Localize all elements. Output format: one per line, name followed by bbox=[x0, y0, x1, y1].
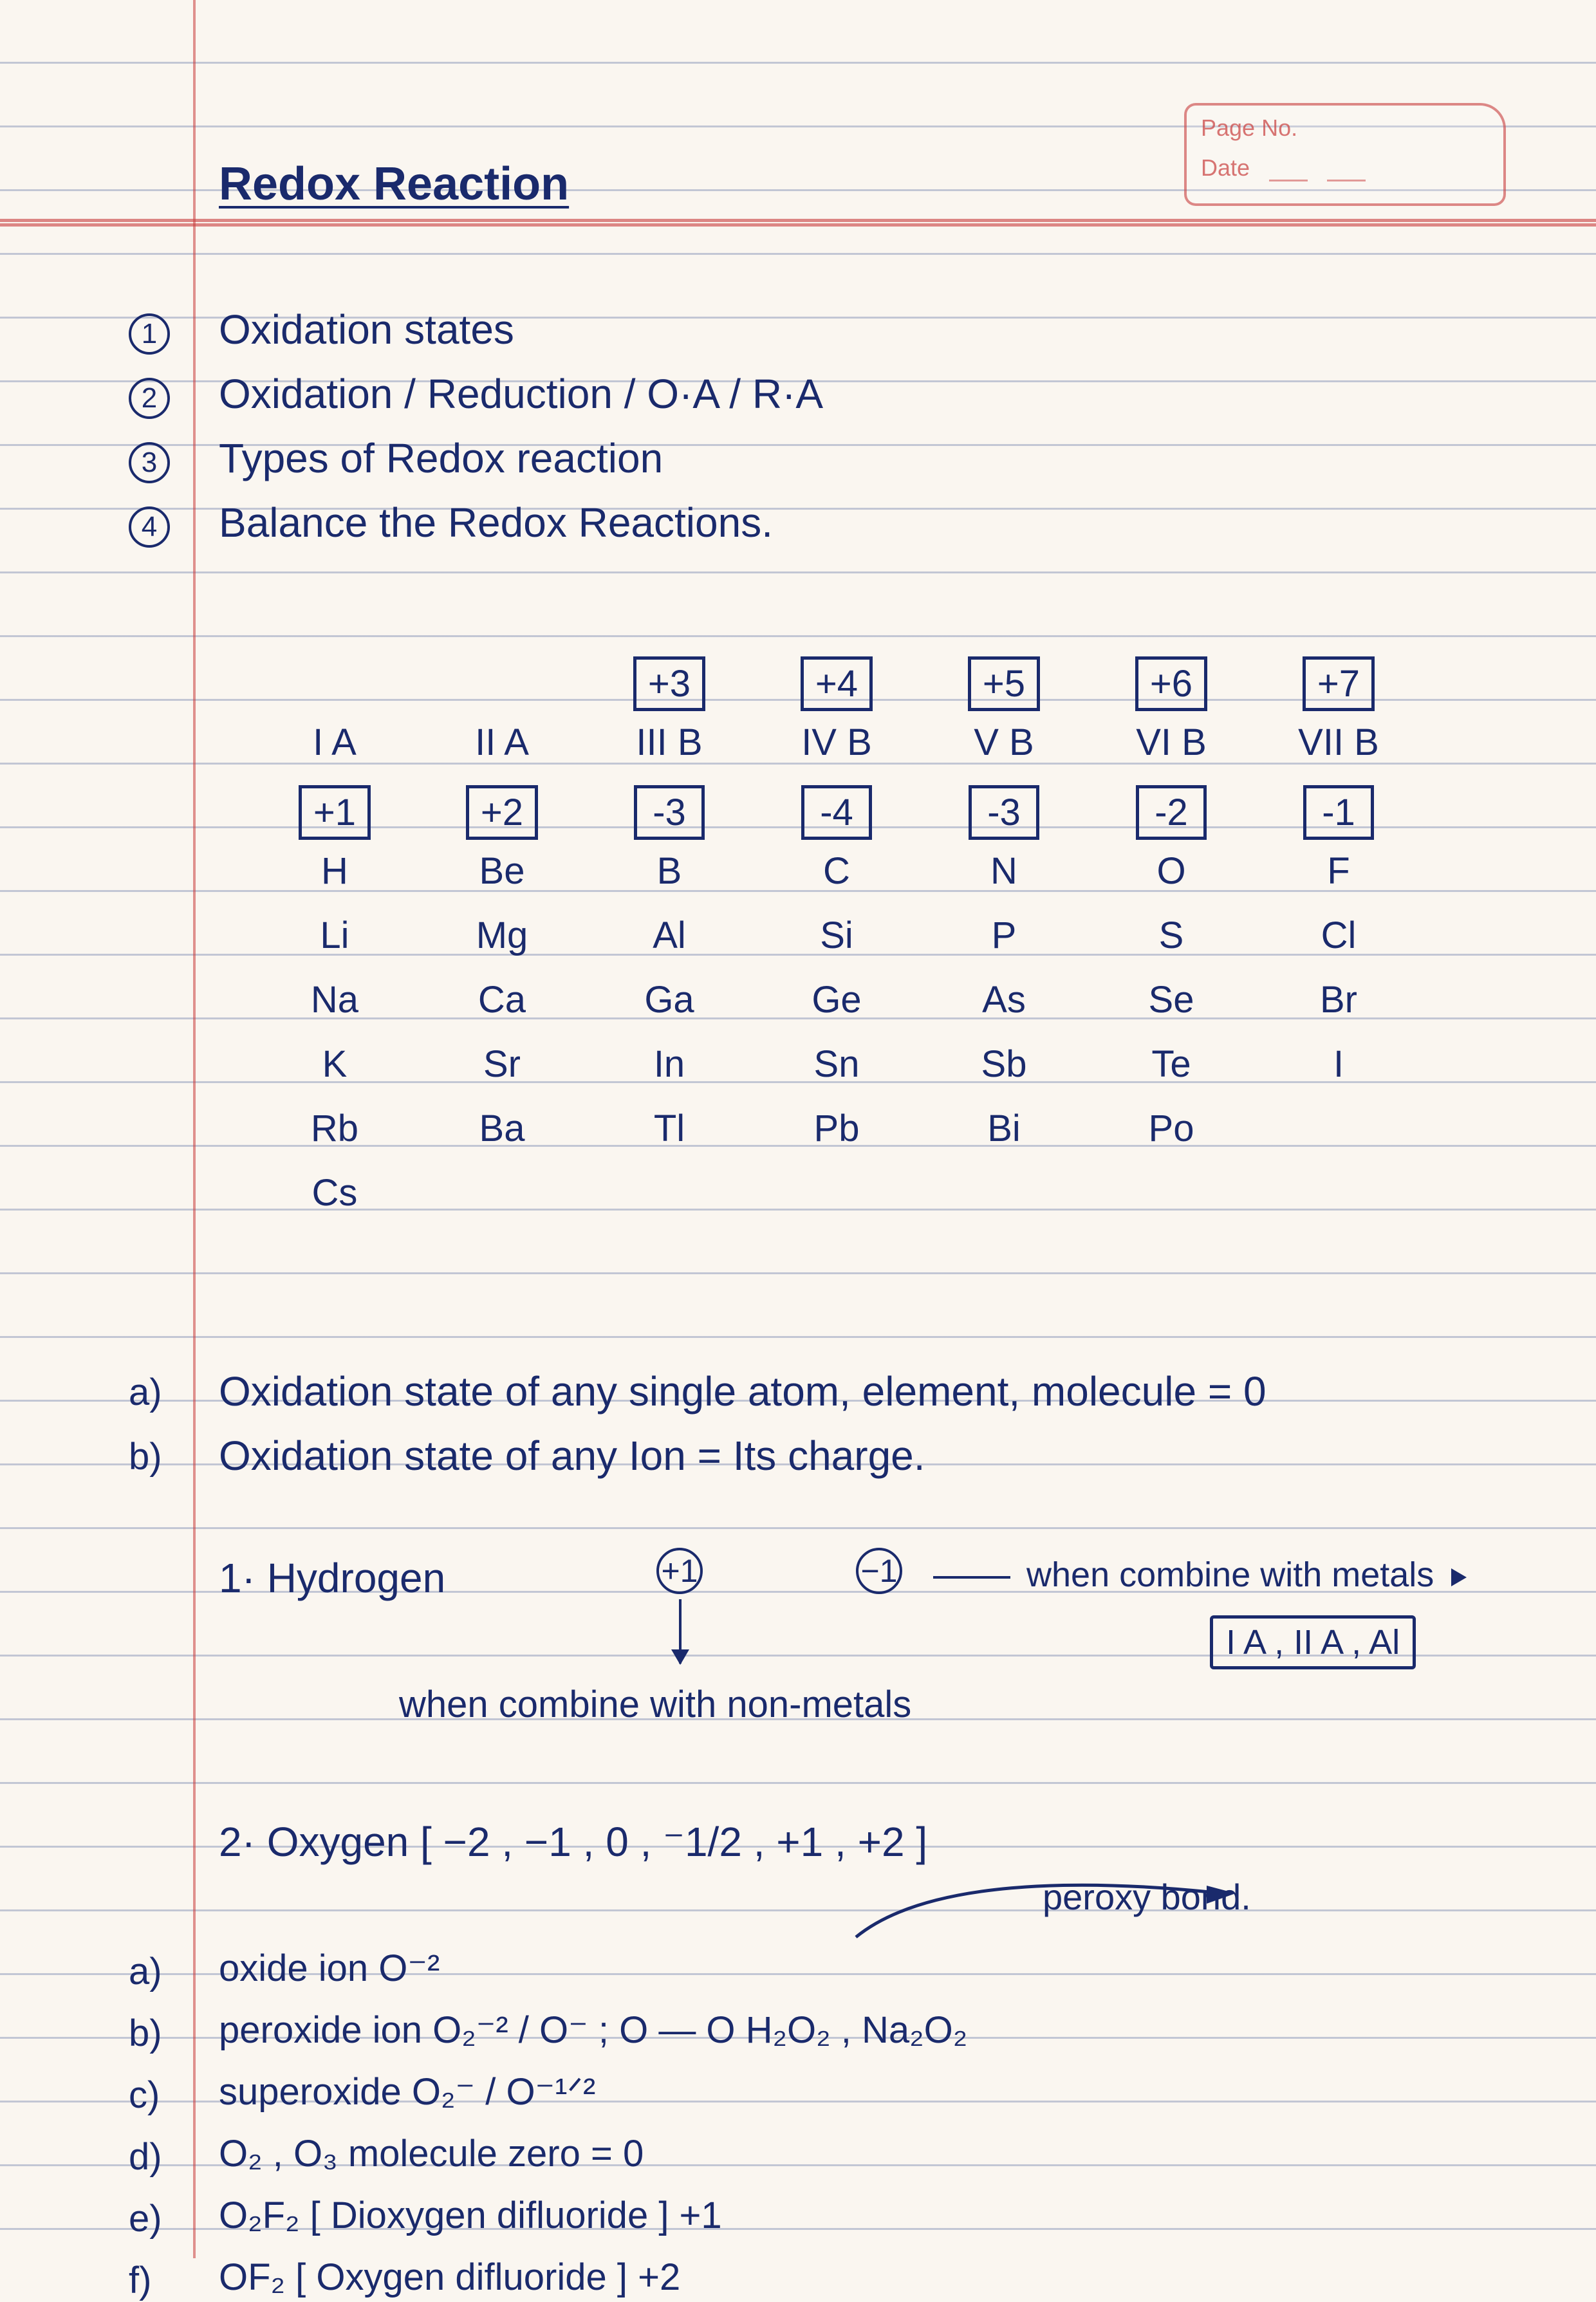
grid-cell: B bbox=[605, 849, 734, 893]
rule-b: Oxidation state of any Ion = Its charge. bbox=[219, 1435, 1545, 1476]
list-marker: e) bbox=[129, 2197, 162, 2240]
page-title: Redox Reaction bbox=[219, 161, 1545, 207]
grid-cell: II A bbox=[438, 721, 566, 764]
grid-cell: F bbox=[1274, 849, 1403, 893]
peroxy-label: peroxy bond. bbox=[1043, 1879, 1545, 1915]
grid-cell: K bbox=[270, 1043, 399, 1086]
oxygen-item: superoxide O₂⁻ / O⁻¹ᐟ² bbox=[219, 2074, 1545, 2111]
oxygen-item: O₂ , O₃ molecule zero = 0 bbox=[219, 2135, 1545, 2173]
grid-cell-boxed: +1 bbox=[270, 785, 399, 840]
grid-cell-boxed: +3 bbox=[605, 656, 734, 711]
grid-cell: H bbox=[270, 849, 399, 893]
list-marker: a) bbox=[129, 1950, 162, 1993]
hydrogen-plus1: +1 bbox=[656, 1548, 703, 1594]
grid-cell-boxed: -4 bbox=[772, 785, 901, 840]
grid-cell: Rb bbox=[270, 1107, 399, 1150]
grid-cell-boxed: -2 bbox=[1107, 785, 1236, 840]
grid-cell: O bbox=[1107, 849, 1236, 893]
grid-cell: Li bbox=[270, 914, 399, 957]
grid-cell: Tl bbox=[605, 1107, 734, 1150]
grid-cell: Ga bbox=[605, 978, 734, 1021]
grid-cell: Ge bbox=[772, 978, 901, 1021]
grid-cell: As bbox=[940, 978, 1068, 1021]
arrow-down-icon bbox=[679, 1599, 682, 1664]
grid-cell-boxed: +5 bbox=[940, 656, 1068, 711]
grid-cell-boxed: +4 bbox=[772, 656, 901, 711]
grid-cell-boxed: +2 bbox=[438, 785, 566, 840]
grid-cell: Cl bbox=[1274, 914, 1403, 957]
grid-cell: Mg bbox=[438, 914, 566, 957]
list-marker: 1 bbox=[129, 309, 170, 355]
list-marker: a) bbox=[129, 1371, 162, 1414]
page-content: Redox Reaction 1 Oxidation states 2 Oxidati… bbox=[0, 0, 1596, 2258]
grid-cell: III B bbox=[605, 721, 734, 764]
grid-cell: Te bbox=[1107, 1043, 1236, 1086]
grid-cell: Bi bbox=[940, 1107, 1068, 1150]
hydrogen-plus-note: when combine with non-metals bbox=[399, 1686, 1545, 1723]
grid-cell: VII B bbox=[1274, 721, 1403, 764]
list-marker: c) bbox=[129, 2074, 160, 2117]
topic-line: Types of Redox reaction bbox=[219, 438, 1545, 479]
grid-cell: Po bbox=[1107, 1107, 1236, 1150]
list-marker: b) bbox=[129, 2012, 162, 2055]
grid-cell: In bbox=[605, 1043, 734, 1086]
list-marker: b) bbox=[129, 1435, 162, 1478]
grid-cell: Si bbox=[772, 914, 901, 957]
grid-cell: Sn bbox=[772, 1043, 901, 1086]
hydrogen-minus1: −1 bbox=[856, 1548, 902, 1594]
grid-cell: Ca bbox=[438, 978, 566, 1021]
grid-cell-boxed: -1 bbox=[1274, 785, 1403, 840]
grid-cell-boxed: +6 bbox=[1107, 656, 1236, 711]
grid-cell-boxed: +7 bbox=[1274, 656, 1403, 711]
grid-cell-boxed: -3 bbox=[605, 785, 734, 840]
list-marker: 4 bbox=[129, 502, 170, 548]
grid-cell: Ba bbox=[438, 1107, 566, 1150]
grid-cell: IV B bbox=[772, 721, 901, 764]
list-marker: 3 bbox=[129, 438, 170, 483]
grid-cell: I A bbox=[270, 721, 399, 764]
oxygen-item: OF₂ [ Oxygen difluoride ] +2 bbox=[219, 2259, 1545, 2296]
oxygen-item: oxide ion O⁻² bbox=[219, 1950, 1545, 1987]
grid-cell: I bbox=[1274, 1043, 1403, 1086]
list-marker: f) bbox=[129, 2259, 151, 2302]
topic-line: Oxidation / Reduction / O·A / R·A bbox=[219, 373, 1545, 414]
grid-cell: Sb bbox=[940, 1043, 1068, 1086]
grid-cell: Se bbox=[1107, 978, 1236, 1021]
hydrogen-minus-note: when combine with metals bbox=[933, 1557, 1545, 1592]
grid-cell: Sr bbox=[438, 1043, 566, 1086]
metals-bracket: I A , II A , Al bbox=[1210, 1615, 1416, 1669]
grid-cell: N bbox=[940, 849, 1068, 893]
list-marker: d) bbox=[129, 2135, 162, 2178]
oxygen-item: peroxide ion O₂⁻² / O⁻ ; O — O H₂O₂ , Na… bbox=[219, 2012, 1545, 2049]
grid-cell: Al bbox=[605, 914, 734, 957]
grid-cell: Cs bbox=[270, 1171, 399, 1214]
list-marker: 2 bbox=[129, 373, 170, 419]
grid-cell: V B bbox=[940, 721, 1068, 764]
oxygen-item: O₂F₂ [ Dioxygen difluoride ] +1 bbox=[219, 2197, 1545, 2234]
topic-line: Oxidation states bbox=[219, 309, 1545, 350]
grid-cell: C bbox=[772, 849, 901, 893]
grid-cell: Br bbox=[1274, 978, 1403, 1021]
grid-cell: Be bbox=[438, 849, 566, 893]
rule-a: Oxidation state of any single atom, elem… bbox=[219, 1371, 1545, 1412]
grid-cell: Na bbox=[270, 978, 399, 1021]
grid-cell-boxed: -3 bbox=[940, 785, 1068, 840]
grid-cell: Pb bbox=[772, 1107, 901, 1150]
grid-cell: VI B bbox=[1107, 721, 1236, 764]
grid-cell: P bbox=[940, 914, 1068, 957]
grid-cell: S bbox=[1107, 914, 1236, 957]
oxygen-heading: 2· Oxygen [ −2 , −1 , 0 , ⁻1/2 , +1 , +2… bbox=[219, 1821, 1545, 1862]
topic-line: Balance the Redox Reactions. bbox=[219, 502, 1545, 543]
